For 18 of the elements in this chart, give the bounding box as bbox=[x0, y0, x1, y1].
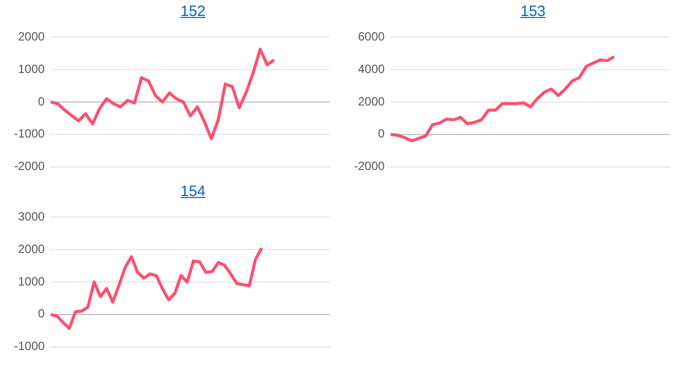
y-tick-label: 6000 bbox=[358, 30, 386, 44]
y-tick-label: -1000 bbox=[14, 339, 46, 354]
y-tick-label: -2000 bbox=[354, 159, 386, 174]
chart-title: 152 bbox=[179, 2, 207, 22]
y-tick-label: 3000 bbox=[18, 210, 46, 224]
y-tick-label: 2000 bbox=[18, 242, 46, 256]
y-tick-label: 1000 bbox=[18, 274, 46, 288]
chart-title: 154 bbox=[179, 182, 207, 202]
y-tick-label: 0 bbox=[378, 126, 386, 141]
y-tick-label: 2000 bbox=[358, 94, 386, 108]
y-tick-label: 1000 bbox=[18, 62, 46, 76]
y-tick-label: 4000 bbox=[358, 62, 386, 76]
y-tick-label: -2000 bbox=[14, 159, 46, 174]
y-tick-label: 2000 bbox=[18, 30, 46, 44]
y-tick-label: -1000 bbox=[14, 126, 46, 141]
y-tick-label: 0 bbox=[38, 94, 46, 108]
chart-title: 153 bbox=[519, 2, 547, 22]
y-tick-label: 0 bbox=[38, 306, 46, 321]
